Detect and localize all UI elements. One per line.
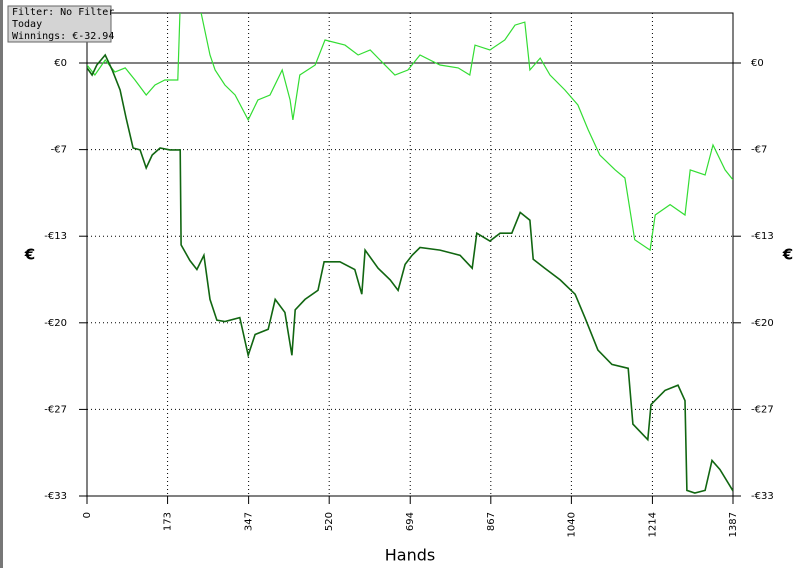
y-tick-label: -€7	[51, 145, 67, 156]
x-axis-label: Hands	[385, 546, 435, 565]
window-edge	[0, 0, 3, 568]
info-period: Today	[12, 19, 42, 30]
y2-tick-label: -€13	[751, 231, 774, 242]
info-winnings: Winnings: €-32.94	[12, 31, 114, 42]
x-tick-label: 694	[405, 512, 416, 531]
y2-tick-label: -€33	[751, 491, 774, 502]
x-tick-label: 1214	[647, 512, 658, 537]
y-tick-label: -€13	[44, 231, 67, 242]
series-line	[87, 53, 733, 494]
y-tick-label: €0	[54, 58, 67, 69]
y-tick-label: -€33	[44, 491, 67, 502]
x-tick-label: 1040	[566, 512, 577, 537]
x-tick-label: 173	[163, 512, 174, 531]
lines	[87, 13, 733, 494]
grid	[79, 13, 741, 497]
y2-tick-label: -€20	[751, 318, 774, 329]
y2-tick-label: -€27	[751, 404, 774, 415]
series-line	[87, 13, 733, 252]
x-tick-label: 1387	[728, 512, 739, 537]
x-tick-label: 867	[486, 512, 497, 531]
info-filter: Filter: No Filter	[12, 7, 114, 18]
y2-axis-label: €	[782, 246, 793, 264]
y-tick-label: -€20	[44, 318, 67, 329]
y-tick-label: -€27	[44, 404, 67, 415]
x-tick-label: 0	[82, 512, 93, 518]
info-box	[7, 5, 112, 43]
y2-tick-label: €0	[751, 58, 764, 69]
x-tick-label: 347	[244, 512, 255, 531]
x-tick-label: 520	[324, 512, 335, 531]
y-axis-label: €	[24, 246, 35, 264]
y2-tick-label: -€7	[751, 145, 767, 156]
